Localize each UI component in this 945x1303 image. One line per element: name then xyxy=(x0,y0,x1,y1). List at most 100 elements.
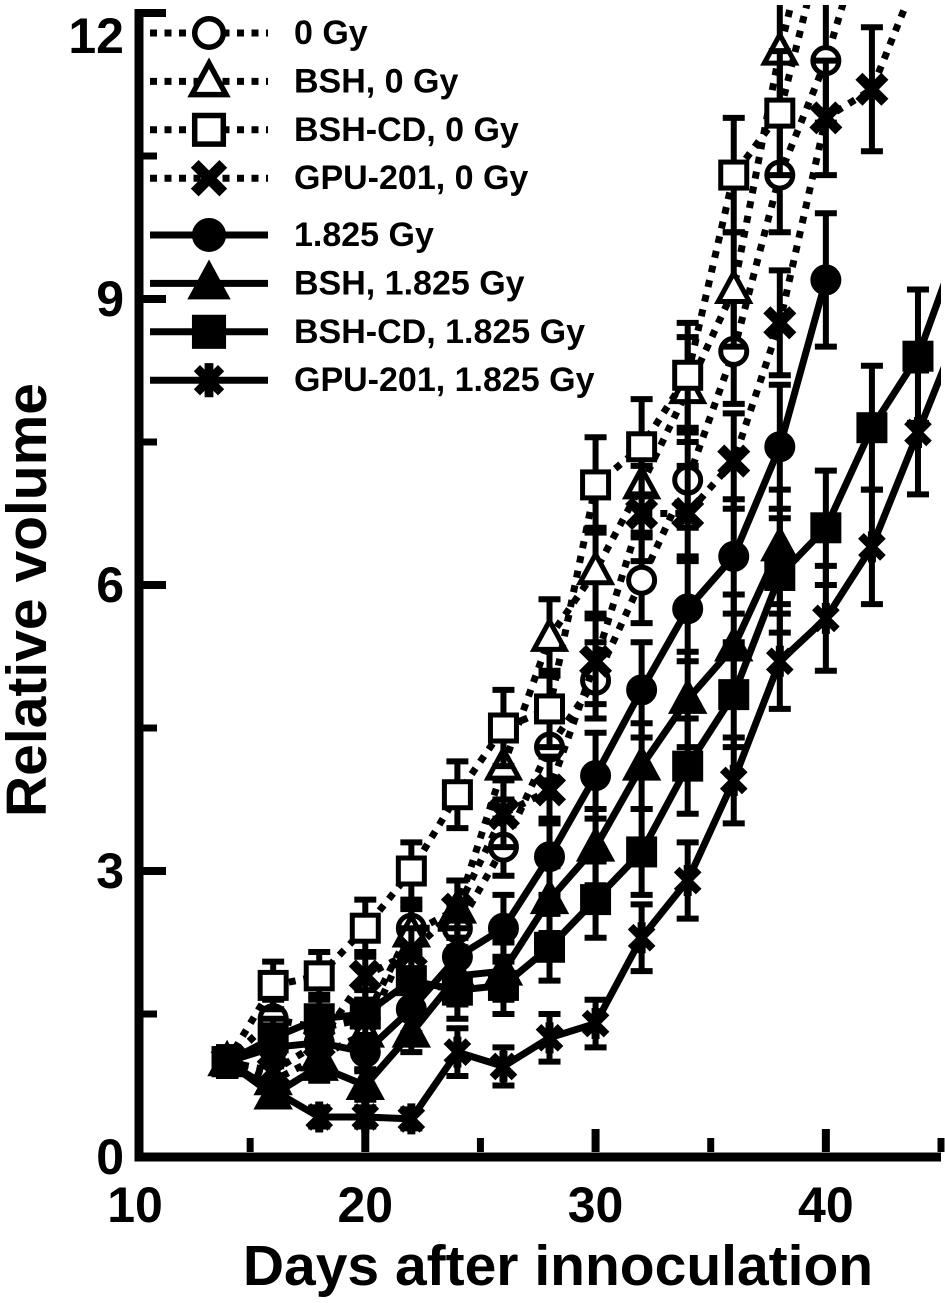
error-bars-bsh-cd-1-825-gy xyxy=(216,286,929,1079)
y-tick-label: 6 xyxy=(96,557,124,613)
marker-x-filled xyxy=(579,644,613,678)
x-axis-title: Days after innoculation xyxy=(243,1234,873,1298)
marker-square-filled xyxy=(580,884,612,916)
marker-square-open xyxy=(718,159,750,191)
marker-star-filled xyxy=(719,764,748,796)
plot-area xyxy=(207,5,941,1135)
marker-triangle-open xyxy=(575,548,616,586)
legend-item-gpu-201-1-825-gy: GPU-201, 1.825 Gy xyxy=(150,361,595,399)
marker-square-filled xyxy=(395,965,427,997)
marker-square-open xyxy=(257,969,289,1001)
x-tick-label: 10 xyxy=(107,1177,163,1233)
legend-item-bsh-cd-0-gy: BSH-CD, 0 Gy xyxy=(150,111,519,149)
y-tick-label: 0 xyxy=(96,1129,124,1185)
marker-x-filled xyxy=(809,101,843,135)
marker-star-filled xyxy=(581,1008,610,1040)
marker-x-filled xyxy=(717,444,751,478)
marker-triangle-filled xyxy=(621,744,662,781)
legend-item-bsh-cd-1-825-gy: BSH-CD, 1.825 Gy xyxy=(150,313,585,351)
marker-square-open xyxy=(672,359,704,391)
marker-circle-filled xyxy=(718,540,750,572)
marker-circle-open xyxy=(626,564,658,596)
marker-square-filled xyxy=(441,974,473,1006)
x-tick-label: 20 xyxy=(337,1177,393,1233)
marker-star-filled xyxy=(627,922,656,954)
y-tick-label: 3 xyxy=(96,843,124,899)
marker-triangle-open xyxy=(714,267,754,304)
marker-circle-filled xyxy=(580,760,612,792)
marker-circle-filled xyxy=(191,217,227,253)
x-tick-label: 40 xyxy=(798,1177,854,1233)
marker-square-filled xyxy=(718,679,750,711)
marker-square-filled xyxy=(191,314,227,349)
marker-circle-filled xyxy=(672,593,704,625)
legend-item-1-825-gy: 1.825 Gy xyxy=(150,216,434,254)
marker-star-filled xyxy=(673,865,702,897)
marker-triangle-open xyxy=(187,57,231,98)
legend-label: BSH-CD, 0 Gy xyxy=(294,111,519,149)
marker-square-filled xyxy=(626,836,658,868)
marker-x-filled xyxy=(855,72,889,106)
marker-star-filled xyxy=(397,1103,426,1135)
marker-square-filled xyxy=(810,512,842,544)
marker-x-filled xyxy=(190,160,228,197)
y-axis-title: Relative volume xyxy=(0,383,59,817)
marker-square-filled xyxy=(672,750,704,782)
marker-square-open xyxy=(191,112,227,147)
marker-square-filled xyxy=(764,559,796,591)
marker-star-filled xyxy=(489,1050,518,1082)
marker-circle-filled xyxy=(810,264,842,296)
legend-item-bsh-1-825-gy: BSH, 1.825 Gy xyxy=(150,259,525,302)
marker-star-filled xyxy=(213,1046,241,1078)
marker-square-open xyxy=(580,469,612,501)
marker-star-filled xyxy=(765,645,794,677)
marker-square-open xyxy=(441,779,473,811)
marker-triangle-filled xyxy=(187,259,231,300)
marker-star-filled xyxy=(305,1101,334,1133)
marker-triangle-filled xyxy=(391,1011,432,1048)
marker-triangle-filled xyxy=(299,1044,339,1081)
marker-square-filled xyxy=(856,412,888,444)
series-gpu-201-1-825-gy xyxy=(213,365,941,1135)
marker-triangle-filled xyxy=(667,677,708,714)
legend-label: BSH, 0 Gy xyxy=(294,62,458,100)
marker-square-filled xyxy=(303,1003,335,1035)
legend-label: GPU-201, 0 Gy xyxy=(294,159,528,197)
marker-triangle-open xyxy=(529,615,570,652)
marker-x-filled xyxy=(440,892,474,926)
legend: 0 Gy BSH, 0 Gy BSH-CD, 0 Gy GPU-201, 0 Gy 1.… xyxy=(150,14,595,399)
marker-x-filled xyxy=(486,797,520,831)
marker-star-filled xyxy=(443,1036,472,1068)
y-tick-label: 12 xyxy=(68,8,124,64)
y-tick-label: 9 xyxy=(96,271,124,327)
legend-item-gpu-201-0-gy: GPU-201, 0 Gy xyxy=(150,159,528,197)
legend-label: GPU-201, 1.825 Gy xyxy=(294,361,595,399)
series-gpu-201-0-gy xyxy=(210,5,910,1089)
marker-circle-filled xyxy=(764,431,796,463)
marker-square-filled xyxy=(902,340,934,372)
marker-circle-open xyxy=(191,15,227,51)
x-tick-label: 30 xyxy=(568,1177,624,1233)
marker-square-open xyxy=(349,912,381,944)
marker-circle-filled xyxy=(487,912,519,944)
marker-star-filled xyxy=(259,1074,287,1106)
marker-square-open xyxy=(534,693,566,725)
line-gpu-201-0-gy xyxy=(226,5,910,1075)
marker-star-filled xyxy=(535,1022,564,1054)
marker-x-filled xyxy=(763,306,797,340)
marker-square-filled xyxy=(349,998,381,1030)
marker-square-open xyxy=(487,712,519,744)
legend-label: 0 Gy xyxy=(294,14,368,52)
series-bsh-cd-1-825-gy xyxy=(211,282,941,1079)
legend-label: BSH-CD, 1.825 Gy xyxy=(294,313,585,351)
marker-star-filled xyxy=(193,363,225,398)
marker-star-filled xyxy=(351,1101,380,1133)
marker-square-open xyxy=(764,97,796,129)
axes: 10 20 30 40 0 3 6 9 12 Days after innoculation Rel… xyxy=(0,8,945,1298)
legend-item-bsh-0-gy: BSH, 0 Gy xyxy=(150,57,458,100)
marker-square-filled xyxy=(534,931,566,963)
marker-triangle-filled xyxy=(345,1063,385,1100)
marker-star-filled xyxy=(812,602,840,634)
